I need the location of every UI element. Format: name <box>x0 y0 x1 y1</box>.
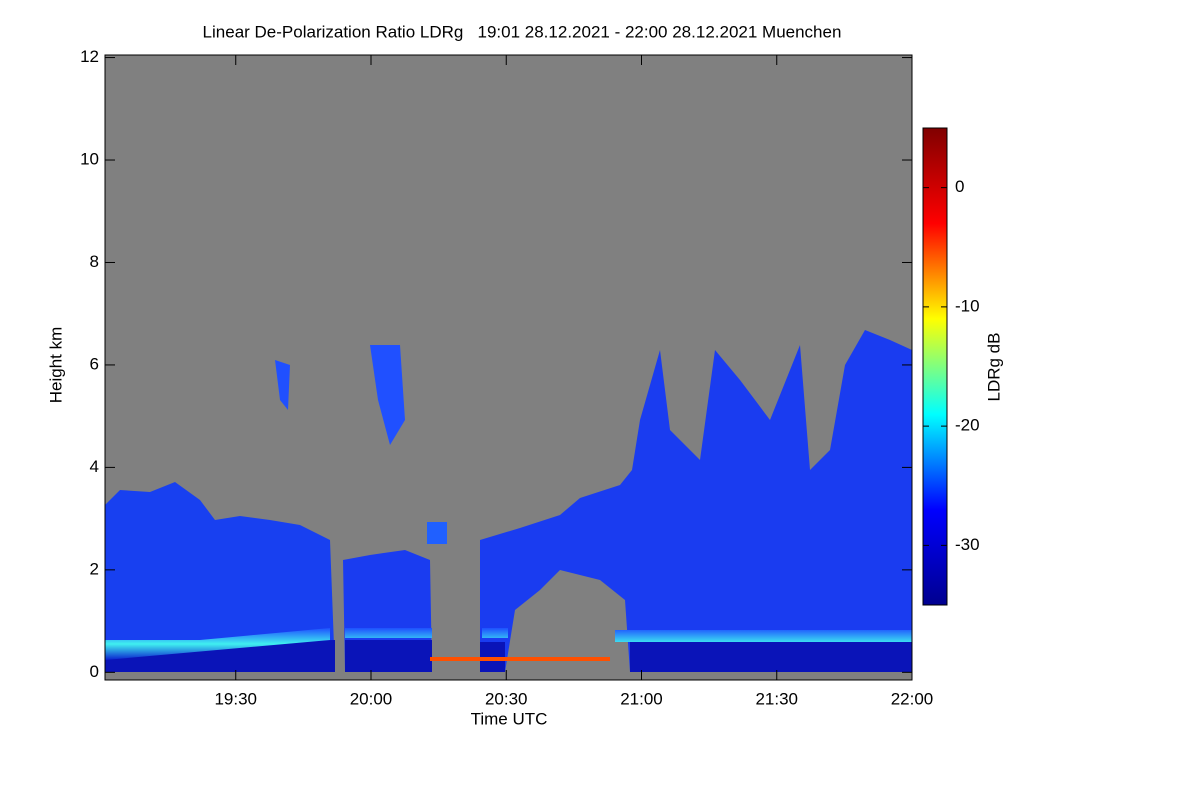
y-tick-label: 10 <box>80 150 99 169</box>
colorbar-tick-label: -20 <box>955 416 980 435</box>
y-tick-label: 4 <box>90 457 99 476</box>
chart-title: Linear De-Polarization Ratio LDRg 19:01 … <box>203 22 842 41</box>
colorbar <box>922 127 948 606</box>
heatmap-image <box>105 55 912 680</box>
y-axis-label: Height km <box>46 327 65 404</box>
x-tick-label: 22:00 <box>891 689 934 708</box>
colorbar-label: LDRg dB <box>984 333 1003 402</box>
colorbar-tick-label: 0 <box>955 177 964 196</box>
y-tick-label: 12 <box>80 47 99 66</box>
y-tick-label: 8 <box>90 252 99 271</box>
x-tick-label: 20:00 <box>350 689 393 708</box>
x-tick-label: 21:30 <box>755 689 798 708</box>
x-tick-label: 20:30 <box>485 689 528 708</box>
x-tick-label: 19:30 <box>214 689 257 708</box>
x-tick-label: 21:00 <box>620 689 663 708</box>
colorbar-tick-label: -30 <box>955 535 980 554</box>
y-tick-label: 2 <box>90 559 99 578</box>
colorbar-tick-label: -10 <box>955 296 980 315</box>
x-axis-label: Time UTC <box>471 709 548 728</box>
plot-frame <box>104 54 913 681</box>
y-tick-label: 6 <box>90 354 99 373</box>
y-tick-label: 0 <box>90 662 99 681</box>
